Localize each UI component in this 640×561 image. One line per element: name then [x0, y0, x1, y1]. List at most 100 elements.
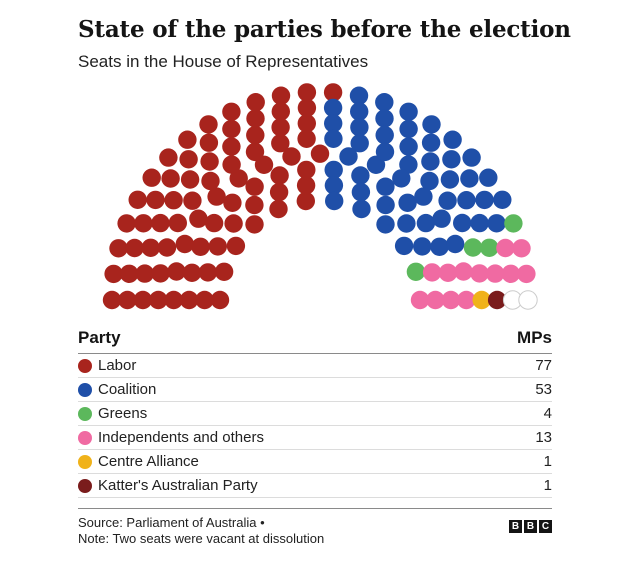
legend-dot [78, 358, 92, 373]
seat-labor [245, 195, 264, 215]
seat-coalition [349, 86, 369, 105]
seat-coalition [432, 209, 451, 228]
table-row: Centre Alliance 1 [78, 450, 552, 474]
bbc-logo-c: C [539, 520, 552, 533]
source-text: Source: Parliament of Australia • [78, 515, 265, 530]
seat-labor [204, 213, 224, 233]
seat-labor [102, 290, 122, 310]
seat-labor [222, 155, 241, 174]
footer: Source: Parliament of Australia • Note: … [78, 508, 552, 547]
seat-coalition [487, 214, 506, 233]
table-rows: Labor 77 Coalition 53 Greens 4 Independents an… [78, 354, 552, 498]
seat-labor [297, 129, 316, 148]
mps-value: 77 [535, 357, 552, 374]
seat-labor [142, 168, 161, 187]
party-cell: Katter's Australian Party [78, 477, 258, 494]
mps-value: 1 [543, 453, 552, 470]
seat-coalition [430, 237, 449, 256]
table-row: Coalition 53 [78, 378, 552, 402]
bbc-logo-b1: B [509, 520, 522, 533]
seat-coalition [443, 130, 462, 149]
seat-coalition [462, 148, 481, 167]
seat-labor [269, 182, 289, 202]
seat-coalition [438, 191, 457, 210]
seat-labor [191, 237, 210, 256]
seat-independents-and-others [441, 290, 461, 310]
seat-independents-and-others [501, 264, 520, 283]
seat-coalition [440, 170, 460, 189]
party-table: Party MPs Labor 77 Coalition 53 Greens 4 Indep… [78, 328, 552, 498]
seat-labor [270, 166, 289, 185]
seat-labor [104, 264, 123, 284]
seat-labor [222, 119, 241, 139]
seat-coalition [493, 190, 512, 209]
seat-labor [245, 215, 264, 234]
seat-labor [297, 114, 316, 133]
table-row: Labor 77 [78, 354, 552, 378]
mps-value: 13 [535, 429, 552, 446]
note-text: Note: Two seats were vacant at dissoluti… [78, 531, 325, 546]
seat-coalition [421, 133, 441, 152]
seat-coalition [457, 191, 476, 210]
seat-labor [271, 102, 290, 121]
parliament-chart [102, 83, 538, 310]
seat-labor [146, 190, 165, 210]
table-row: Katter's Australian Party 1 [78, 474, 552, 498]
seat-coalition [422, 115, 441, 134]
legend-dot [78, 382, 92, 397]
seat-labor [208, 237, 227, 256]
seat-independents-and-others [410, 290, 430, 310]
seat-labor [296, 191, 315, 211]
seat-labor [200, 152, 219, 171]
seat-labor [271, 86, 291, 105]
seat-labor [297, 160, 316, 180]
seat-independents-and-others [470, 264, 489, 283]
seat-coalition [324, 160, 343, 180]
seat-vacant [518, 290, 538, 310]
seat-greens [463, 238, 483, 257]
seat-labor [199, 115, 218, 134]
seat-independents-and-others [457, 290, 476, 310]
party-name: Katter's Australian Party [98, 477, 258, 494]
seat-labor [245, 142, 265, 162]
party-cell: Centre Alliance [78, 453, 199, 470]
seat-labor [254, 155, 274, 174]
bbc-logo: B B C [509, 520, 552, 533]
seat-coalition [375, 125, 394, 145]
seat-coalition [325, 191, 344, 211]
seat-greens [406, 262, 426, 281]
seat-labor [141, 238, 160, 257]
seat-labor [246, 109, 265, 128]
seat-greens [480, 238, 499, 257]
mps-value: 1 [543, 477, 552, 494]
seat-coalition [339, 147, 358, 166]
party-name: Independents and others [98, 429, 264, 446]
bbc-logo-b2: B [524, 520, 537, 533]
seat-coalition [366, 155, 386, 174]
seat-independents-and-others [426, 290, 445, 310]
seat-labor [224, 214, 243, 233]
seat-labor [210, 290, 230, 310]
party-name: Centre Alliance [98, 453, 199, 470]
party-name: Coalition [98, 381, 157, 398]
seat-labor [120, 264, 139, 283]
party-cell: Labor [78, 357, 136, 374]
table-header: Party MPs [78, 328, 552, 354]
seat-labor [151, 213, 170, 233]
seat-coalition [324, 129, 343, 148]
party-name: Greens [98, 405, 148, 422]
seat-independents-and-others [422, 263, 442, 282]
party-cell: Independents and others [78, 429, 264, 446]
seat-coalition [414, 187, 433, 206]
seat-coalition [416, 213, 436, 233]
seat-coalition [442, 150, 461, 169]
seat-coalition [352, 199, 371, 219]
seat-labor [175, 234, 194, 254]
seat-independents-and-others [517, 264, 536, 284]
seat-independents-and-others [454, 262, 473, 281]
seat-coalition [399, 137, 418, 156]
seat-labor [180, 170, 200, 189]
seat-labor [183, 191, 202, 210]
seat-labor [222, 102, 241, 122]
seat-labor [189, 209, 208, 228]
